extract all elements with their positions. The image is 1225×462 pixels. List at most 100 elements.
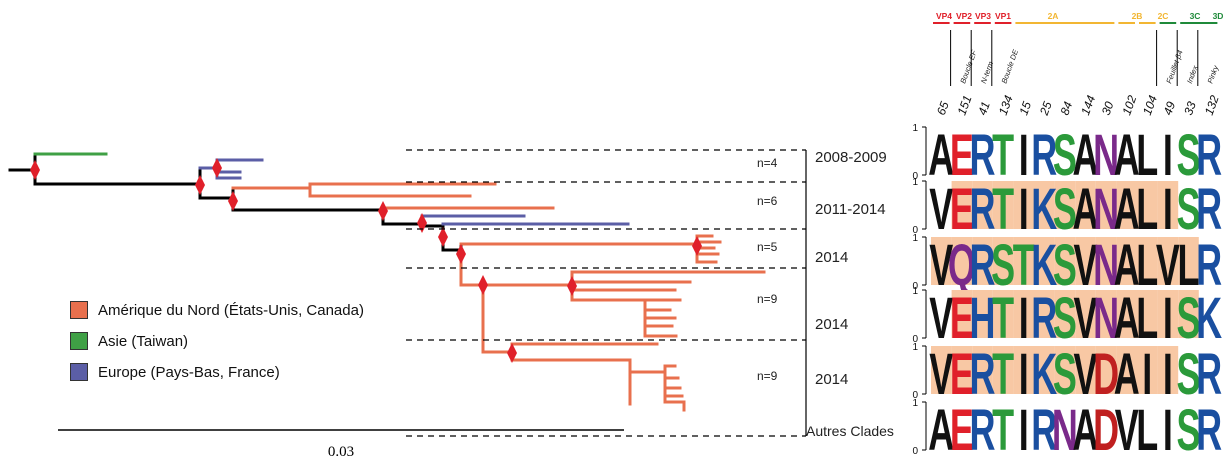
logo-letter: K	[1031, 342, 1057, 407]
legend-swatch	[70, 363, 88, 381]
logo-axis-label: 0	[912, 446, 918, 457]
logo-letter: I	[1163, 342, 1173, 407]
logo-letter: R	[1031, 398, 1057, 462]
node-marker	[212, 158, 222, 178]
logo-highlight	[1095, 181, 1117, 229]
logo-letter: K	[1031, 177, 1057, 242]
legend-item: Amérique du Nord (États-Unis, Canada)	[70, 296, 364, 324]
logo-letter: N	[1093, 286, 1119, 351]
clade-separators	[406, 149, 807, 437]
logo-axis-label: 1	[912, 123, 918, 134]
genome-region-label: VP2	[956, 11, 972, 21]
clade-period: 2014	[815, 316, 848, 333]
logo-highlight	[992, 290, 1014, 338]
logo-highlight	[931, 346, 952, 394]
logo-letter: S	[1177, 286, 1201, 351]
logo-highlight	[1054, 237, 1076, 285]
position-label: 49	[1161, 99, 1179, 117]
clade-count: n=6	[757, 194, 778, 208]
legend-label: Asie (Taiwan)	[98, 332, 189, 350]
logo-letter: A	[1073, 177, 1099, 242]
position-label: 132	[1202, 93, 1222, 117]
logo-letter: D	[1093, 398, 1119, 462]
logo-letter: A	[1073, 123, 1099, 188]
logo-letter: S	[1053, 123, 1077, 188]
logo-highlight	[1095, 237, 1117, 285]
logo-letter: T	[992, 177, 1014, 242]
feature-label: Boucle EF	[958, 49, 978, 85]
logo-highlight	[1116, 181, 1137, 229]
logo-letter: R	[970, 233, 996, 298]
logo-letter: R	[1196, 233, 1222, 298]
logo-letter: L	[1136, 233, 1158, 298]
clade-count: n=5	[757, 240, 778, 254]
logo-letter: S	[1177, 123, 1201, 188]
legend-item: Asie (Taiwan)	[70, 327, 364, 355]
logo-letter: A	[1114, 286, 1140, 351]
position-label: 102	[1119, 93, 1139, 117]
clade-period: 2011-2014	[815, 201, 886, 218]
logo-letter: R	[1031, 286, 1057, 351]
logo-letter: N	[1093, 177, 1119, 242]
logo-letter: V	[929, 342, 953, 407]
logo-highlight	[951, 237, 973, 285]
logo-highlight	[992, 237, 1014, 285]
logo-highlight	[1116, 346, 1137, 394]
logo-letter: E	[950, 286, 974, 351]
genome-region-label: 2C	[1158, 11, 1169, 21]
logo-highlight	[1137, 290, 1158, 338]
position-label: 151	[955, 93, 975, 117]
logo-letter: A	[1114, 123, 1140, 188]
genome-region-label: VP4	[936, 11, 952, 21]
logo-letter: S	[1177, 398, 1201, 462]
clade-count: n=9	[757, 369, 778, 383]
logo-highlight	[972, 346, 993, 394]
clade-period: 2014	[815, 371, 848, 388]
logo-letter: V	[929, 177, 953, 242]
node-markers	[30, 158, 702, 363]
logo-letter: V	[1074, 342, 1098, 407]
logo-letter: L	[1136, 177, 1158, 242]
logo-letter: K	[1196, 286, 1222, 351]
logo-highlight	[1137, 237, 1158, 285]
clade-period: 2008-2009	[815, 149, 887, 166]
logo-letter: A	[928, 398, 954, 462]
feature-label: Boucle DE	[1000, 47, 1021, 84]
logo-highlight	[1157, 346, 1179, 394]
position-label: 25	[1037, 99, 1055, 118]
logo-highlight	[1013, 290, 1034, 338]
logo-letter: A	[1073, 398, 1099, 462]
node-marker	[438, 227, 448, 247]
node-marker	[567, 276, 577, 296]
logo-highlight	[1054, 346, 1076, 394]
logo-highlight	[992, 346, 1014, 394]
logo-letter: T	[992, 398, 1014, 462]
logo-highlight	[1013, 237, 1034, 285]
genome-region-label: 2B	[1132, 11, 1143, 21]
logo-letter: K	[1031, 233, 1057, 298]
logo-letter: A	[1114, 342, 1140, 407]
logo-axis-label: 1	[912, 177, 918, 188]
logo-letter: E	[950, 398, 974, 462]
logo-letter: L	[1136, 398, 1158, 462]
logo-highlight	[1054, 181, 1076, 229]
logo-letter: R	[970, 398, 996, 462]
feature-label: N-term	[979, 60, 995, 85]
logo-letter: S	[1177, 177, 1201, 242]
logo-letter: R	[1196, 177, 1222, 242]
node-marker	[228, 191, 238, 211]
feature-label: Pinky	[1206, 63, 1221, 84]
logo-axis-label: 1	[912, 233, 918, 244]
scale-bar-label: 0.03	[328, 444, 354, 460]
logo-highlight	[1178, 237, 1199, 285]
logo-letter: I	[1019, 398, 1029, 462]
legend-label: Amérique du Nord (États-Unis, Canada)	[98, 301, 364, 319]
logo-axis-label: 0	[912, 171, 918, 182]
logo-letter: H	[970, 286, 996, 351]
logo-letter: I	[1163, 123, 1173, 188]
node-marker	[456, 244, 466, 264]
logo-axis-label: 1	[912, 286, 918, 297]
position-label: 30	[1099, 99, 1117, 117]
